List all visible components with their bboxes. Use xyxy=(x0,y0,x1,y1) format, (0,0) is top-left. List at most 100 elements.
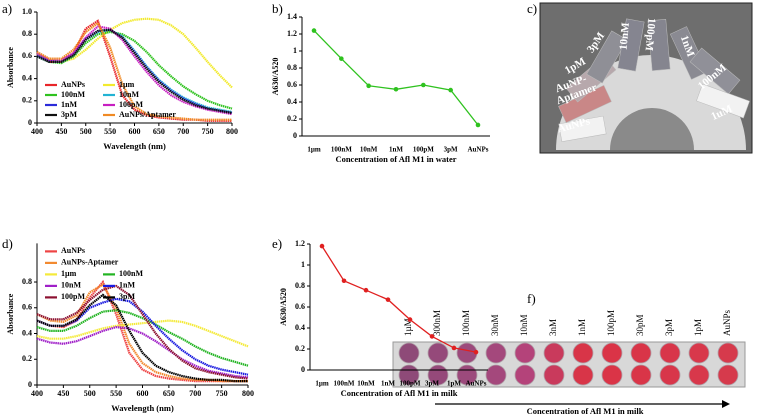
y-tick-label: 0 xyxy=(28,118,32,127)
x-axis-label: Wavelength (nm) xyxy=(111,403,174,413)
panel-label: a) xyxy=(2,1,12,16)
well xyxy=(717,364,739,386)
legend-label: AuNPs/Aptamer xyxy=(119,110,176,119)
y-tick-label: 0.4 xyxy=(22,73,32,82)
data-point xyxy=(393,86,399,92)
legend-label: 100nM xyxy=(61,90,85,99)
x-tick-label: 650 xyxy=(153,127,165,136)
column-label: 1nM xyxy=(577,319,587,336)
x-tick-label: 700 xyxy=(177,127,189,136)
x-tick-label: 650 xyxy=(163,389,175,398)
x-tick-label: 800 xyxy=(242,389,254,398)
well xyxy=(485,342,507,364)
well xyxy=(659,364,681,386)
well xyxy=(717,342,739,364)
y-tick-label: 0 xyxy=(301,365,305,374)
well xyxy=(543,364,565,386)
x-tick-label: 500 xyxy=(84,389,96,398)
x-tick-label: 400 xyxy=(31,127,43,136)
well xyxy=(485,364,507,386)
legend-label: 3pM xyxy=(119,292,135,301)
y-tick-label: 0.8 xyxy=(287,63,297,72)
well xyxy=(543,342,565,364)
column-label: 30pM xyxy=(635,314,645,336)
y-axis-label: A630/A520 xyxy=(271,58,280,96)
x-tick-label: 600 xyxy=(129,127,141,136)
data-point xyxy=(448,87,453,93)
panel-label: b) xyxy=(272,1,283,16)
y-tick-label: 1.2 xyxy=(295,239,305,248)
data-point xyxy=(473,349,479,355)
well xyxy=(601,364,623,386)
y-tick-label: 0 xyxy=(28,380,32,389)
y-tick-label: 1 xyxy=(293,46,297,55)
y-tick-label: 0.2 xyxy=(287,114,297,123)
well xyxy=(572,342,594,364)
x-tick-label: 1nM xyxy=(381,380,395,388)
x-tick-label: 750 xyxy=(202,127,214,136)
y-tick-label: 0.2 xyxy=(295,344,305,353)
x-tick-label: 3pM xyxy=(444,146,458,154)
x-tick-label: 800 xyxy=(226,127,238,136)
photo-label: 10nM xyxy=(618,21,632,50)
legend-label: 100pM xyxy=(119,100,143,109)
well xyxy=(398,342,420,364)
x-tick-label: 100pM xyxy=(400,380,421,388)
legend-label: AuNPs-Aptamer xyxy=(61,258,119,267)
data-point xyxy=(311,28,317,33)
column-label: 3nM xyxy=(548,319,558,336)
plate-frame xyxy=(392,341,746,388)
y-tick-label: 0.4 xyxy=(295,323,305,332)
tube xyxy=(647,19,671,71)
data-point xyxy=(451,345,457,351)
x-tick-label: 100pM xyxy=(413,146,434,154)
x-tick-label: 10nM xyxy=(357,380,375,388)
legend-label: AuNPs xyxy=(61,246,85,255)
legend-label: 10nM xyxy=(61,281,81,290)
x-tick-label: 450 xyxy=(55,127,67,136)
column-label: 1µM xyxy=(403,318,413,336)
legend-label: 1nM xyxy=(119,281,135,290)
y-tick-label: 0.8 xyxy=(295,281,305,290)
spectrum-line xyxy=(36,279,248,383)
well xyxy=(601,342,623,364)
data-point xyxy=(429,334,435,339)
y-tick-label: 0.8 xyxy=(22,277,32,286)
arrow-head xyxy=(722,400,730,408)
legend-label: 100pM xyxy=(61,292,85,301)
legend-label: 1nM xyxy=(61,100,77,109)
x-tick-label: 1pM xyxy=(447,380,461,388)
plate-caption: Concentration of Afl M1 in milk xyxy=(527,406,644,416)
x-tick-label: 550 xyxy=(110,389,122,398)
well xyxy=(688,364,710,386)
data-point xyxy=(421,82,426,88)
x-tick-label: 100nM xyxy=(331,146,352,154)
spectrum-line xyxy=(36,325,249,379)
y-tick-label: 0 xyxy=(293,131,297,140)
y-tick-label: 1.0 xyxy=(22,7,32,16)
data-point xyxy=(366,83,371,89)
panel-label: f) xyxy=(527,291,536,306)
well xyxy=(659,342,681,364)
well xyxy=(514,364,536,386)
x-tick-label: 450 xyxy=(57,389,69,398)
photo-label: 100pM xyxy=(643,18,658,53)
y-tick-label: 0.6 xyxy=(22,303,32,312)
panel-label: c) xyxy=(527,1,537,16)
data-point xyxy=(385,297,391,302)
y-tick-label: 0.6 xyxy=(295,302,305,311)
tube xyxy=(696,83,750,119)
x-tick-label: 10nM xyxy=(360,146,378,154)
legend-label: 3pM xyxy=(61,110,77,119)
y-tick-label: 0.6 xyxy=(22,51,32,60)
well xyxy=(630,342,652,364)
data-point xyxy=(319,243,325,249)
x-axis-label: Concentration of Afl M1 in milk xyxy=(341,388,458,398)
y-tick-label: 1.4 xyxy=(287,12,297,21)
column-label: 100pM xyxy=(606,310,616,336)
well xyxy=(427,342,449,364)
x-tick-label: 1nM xyxy=(389,146,403,154)
plate-panel: f) Concentration of Afl M1 in milk 1µM 30… xyxy=(392,291,746,416)
x-tick-label: 1µm xyxy=(315,380,329,388)
